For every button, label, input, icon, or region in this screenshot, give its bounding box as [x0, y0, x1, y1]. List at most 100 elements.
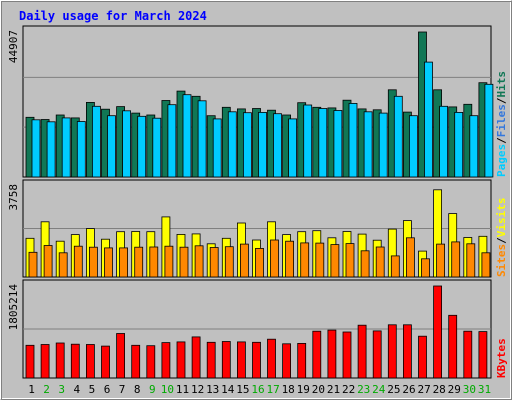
x-tick-label-day-9: 9	[149, 383, 156, 396]
x-tick-label-day-4: 4	[73, 383, 80, 396]
panel-max-label: 44907	[7, 30, 20, 63]
bar-pages-day-18	[288, 118, 298, 178]
panel-legend: KBytes	[495, 338, 508, 378]
legend-item: /	[495, 137, 508, 144]
legend-item: Visits	[495, 198, 508, 238]
bar-sites-day-13	[209, 247, 219, 278]
bar-sites-day-1	[28, 251, 38, 278]
bar-pages-day-22	[348, 103, 358, 178]
bar-sites-day-5	[89, 246, 98, 278]
bar-pages-day-23	[363, 111, 373, 178]
bar-sites-day-15	[239, 243, 249, 278]
bar-pages-day-20	[318, 108, 328, 178]
bar-sites-day-8	[134, 246, 144, 278]
bar-pages-day-2	[46, 121, 56, 178]
bar-sites-day-17	[270, 239, 279, 278]
bar-pages-day-14	[227, 111, 237, 178]
bar-sites-day-14	[224, 246, 234, 278]
bar-pages-day-19	[303, 104, 313, 178]
x-tick-label-day-22: 22	[342, 383, 355, 396]
bar-sites-day-28	[436, 243, 446, 278]
legend-item: /	[495, 97, 508, 104]
bar-kbytes-day-14	[221, 341, 231, 379]
x-tick-label-day-20: 20	[312, 383, 325, 396]
bar-kbytes-day-2	[40, 344, 50, 379]
chart-panels: 44907Pages/Files/Hits3758Sites/Visits180…	[7, 25, 508, 379]
bar-pages-day-1	[31, 119, 41, 178]
bar-sites-day-30	[466, 243, 476, 278]
bar-pages-day-3	[61, 117, 71, 178]
legend-item: KBytes	[495, 338, 508, 378]
panel-legend: Sites/Visits	[495, 198, 508, 278]
x-tick-label-day-12: 12	[191, 383, 204, 396]
panel-max-label: 3758	[7, 184, 20, 211]
bar-sites-day-29	[451, 241, 461, 278]
legend-item: Pages	[495, 144, 508, 177]
bar-sites-day-22	[345, 243, 355, 278]
bar-kbytes-day-19	[297, 342, 307, 379]
bar-kbytes-day-23	[357, 324, 367, 379]
bar-kbytes-day-1	[25, 344, 35, 379]
x-tick-label-day-10: 10	[161, 383, 174, 396]
bar-pages-day-24	[378, 112, 388, 178]
x-tick-label-day-18: 18	[282, 383, 295, 396]
bar-sites-day-19	[300, 242, 310, 278]
bar-kbytes-day-21	[327, 329, 337, 379]
x-tick-label-day-19: 19	[297, 383, 310, 396]
x-tick-label-day-17: 17	[266, 383, 279, 396]
legend-item: Hits	[495, 71, 508, 98]
x-tick-label-day-25: 25	[387, 383, 400, 396]
x-tick-label-day-8: 8	[134, 383, 141, 396]
bar-kbytes-day-17	[267, 338, 276, 379]
bar-pages-day-27	[424, 61, 433, 178]
x-tick-label-day-16: 16	[251, 383, 264, 396]
bar-pages-day-5	[92, 105, 101, 178]
bar-pages-day-28	[439, 105, 449, 178]
panel-kbytes: 1805214 KBytes	[7, 279, 508, 379]
bar-pages-day-15	[242, 112, 252, 178]
panel-legend: Pages/Files/Hits	[495, 71, 508, 177]
bar-sites-day-20	[315, 242, 325, 278]
bar-kbytes-day-27	[418, 335, 427, 379]
bar-pages-day-4	[76, 121, 86, 178]
bar-sites-day-16	[255, 247, 264, 278]
bar-sites-day-25	[390, 255, 400, 278]
bar-sites-day-6	[104, 247, 113, 278]
bar-sites-day-11	[179, 246, 189, 278]
x-tick-label-day-3: 3	[58, 383, 65, 396]
x-tick-label-day-11: 11	[176, 383, 189, 396]
bar-pages-day-12	[197, 100, 207, 178]
bar-pages-day-9	[152, 117, 162, 178]
bar-sites-day-10	[164, 245, 174, 278]
bar-pages-day-10	[167, 104, 177, 178]
bar-sites-day-3	[58, 252, 68, 278]
bar-pages-day-29	[454, 112, 464, 178]
bar-kbytes-day-28	[433, 285, 443, 379]
bar-pages-day-25	[393, 95, 403, 178]
bar-kbytes-day-26	[402, 324, 412, 379]
x-tick-label-day-23: 23	[357, 383, 370, 396]
bar-kbytes-day-15	[236, 341, 246, 379]
bar-pages-day-17	[273, 113, 282, 178]
bar-sites-day-21	[330, 244, 340, 278]
legend-item: Files	[495, 104, 508, 137]
x-tick-label-day-30: 30	[463, 383, 476, 396]
bar-pages-day-11	[182, 94, 192, 178]
bar-pages-day-30	[469, 115, 479, 178]
x-tick-label-day-14: 14	[221, 383, 235, 396]
bar-sites-day-7	[119, 247, 128, 278]
bar-kbytes-day-5	[86, 344, 95, 379]
legend-item: /	[495, 237, 508, 244]
bar-sites-day-24	[375, 246, 385, 278]
bar-kbytes-day-10	[161, 342, 171, 379]
bar-pages-day-21	[333, 110, 343, 178]
bar-pages-day-8	[137, 115, 147, 178]
x-tick-label-day-15: 15	[236, 383, 249, 396]
bar-kbytes-day-22	[342, 331, 352, 379]
x-tick-label-day-13: 13	[206, 383, 219, 396]
bar-kbytes-day-3	[55, 342, 65, 379]
bar-kbytes-day-8	[131, 344, 141, 379]
